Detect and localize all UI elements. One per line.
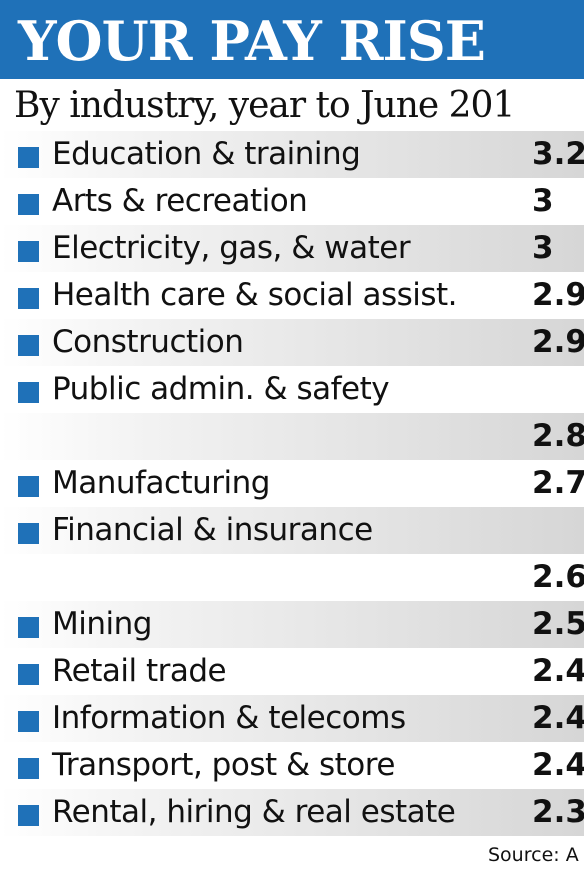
industry-label: Retail trade xyxy=(52,653,227,689)
industry-label: Education & training xyxy=(52,136,361,172)
table-row: 2.6 xyxy=(0,554,584,601)
header-banner: YOUR PAY RISE xyxy=(0,0,584,79)
table-row: 2.8 xyxy=(0,413,584,460)
bullet-square-icon xyxy=(18,523,39,544)
industry-label: Electricity, gas, & water xyxy=(52,230,411,266)
table-row: Manufacturing 2.7 xyxy=(0,460,584,507)
table-row: Transport, post & store 2.4 xyxy=(0,742,584,789)
table-row: Education & training 3.2 xyxy=(0,131,584,178)
industry-label: Health care & social assist. xyxy=(52,277,458,313)
pay-rise-value: 2.9 xyxy=(532,324,584,360)
industry-label: Information & telecoms xyxy=(52,700,406,736)
bullet-square-icon xyxy=(18,288,39,309)
industry-label: Manufacturing xyxy=(52,465,270,501)
bullet-square-icon xyxy=(18,617,39,638)
source-note: Source: A xyxy=(488,844,579,866)
pay-rise-value: 2.6 xyxy=(532,559,584,595)
pay-rise-value: 2.4 xyxy=(532,747,584,783)
industry-label: Rental, hiring & real estate xyxy=(52,794,456,830)
pay-rise-value: 2.5 xyxy=(532,606,584,642)
pay-rise-value: 2.4 xyxy=(532,653,584,689)
pay-rise-value: 3 xyxy=(532,183,554,219)
table-row: Rental, hiring & real estate 2.3 xyxy=(0,789,584,836)
bullet-square-icon xyxy=(18,194,39,215)
bullet-square-icon xyxy=(18,758,39,779)
bullet-square-icon xyxy=(18,335,39,356)
table-row: Construction 2.9 xyxy=(0,319,584,366)
bullet-square-icon xyxy=(18,241,39,262)
bullet-square-icon xyxy=(18,664,39,685)
industry-label: Transport, post & store xyxy=(52,747,395,783)
chart-subtitle: By industry, year to June 201 xyxy=(14,85,515,126)
bullet-square-icon xyxy=(18,147,39,168)
table-row: Public admin. & safety xyxy=(0,366,584,413)
pay-rise-value: 2.8 xyxy=(532,418,584,454)
pay-rise-value: 3.2 xyxy=(532,136,584,172)
table-row: Health care & social assist. 2.9 xyxy=(0,272,584,319)
industry-label: Construction xyxy=(52,324,244,360)
industry-label: Financial & insurance xyxy=(52,512,373,548)
industry-label: Mining xyxy=(52,606,152,642)
industry-label: Arts & recreation xyxy=(52,183,308,219)
pay-rise-value: 2.4 xyxy=(532,700,584,736)
table-row: Arts & recreation 3 xyxy=(0,178,584,225)
pay-rise-value: 2.7 xyxy=(532,465,584,501)
table-row: Financial & insurance xyxy=(0,507,584,554)
bullet-square-icon xyxy=(18,805,39,826)
table-row: Information & telecoms 2.4 xyxy=(0,695,584,742)
table-row: Mining 2.5 xyxy=(0,601,584,648)
pay-rise-value: 2.9 xyxy=(532,277,584,313)
table-row: Electricity, gas, & water 3 xyxy=(0,225,584,272)
industry-label: Public admin. & safety xyxy=(52,371,390,407)
pay-rise-value: 2.3 xyxy=(532,794,584,830)
bullet-square-icon xyxy=(18,382,39,403)
table-row: Retail trade 2.4 xyxy=(0,648,584,695)
pay-rise-value: 3 xyxy=(532,230,554,266)
chart-title: YOUR PAY RISE xyxy=(18,9,486,73)
bullet-square-icon xyxy=(18,476,39,497)
bullet-square-icon xyxy=(18,711,39,732)
